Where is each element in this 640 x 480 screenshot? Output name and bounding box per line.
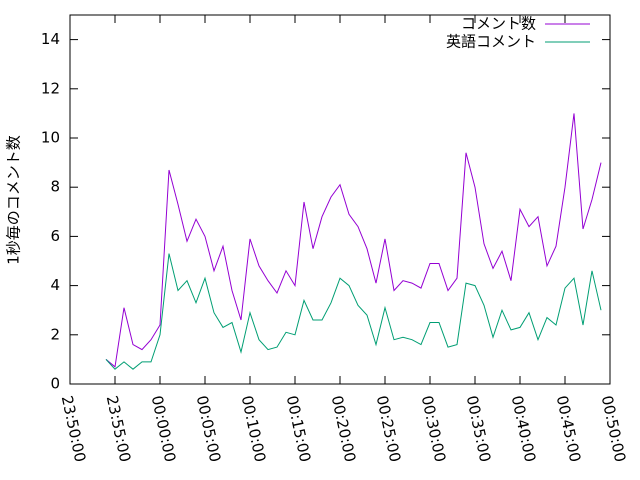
plot-border (69, 14, 611, 385)
legend-label: 英語コメント (446, 33, 536, 51)
x-tick-label: 00:05:00 (193, 394, 225, 464)
y-tick-label: 2 (50, 325, 60, 343)
y-tick-label: 6 (50, 227, 60, 245)
legend-label: コメント数 (461, 15, 536, 33)
x-tick-label: 00:45:00 (553, 394, 585, 464)
y-tick-label: 14 (41, 30, 60, 48)
y-tick-label: 4 (50, 276, 60, 294)
y-axis-label: 1秒毎のコメント数 (5, 135, 23, 265)
series-line (105, 253, 602, 370)
x-tick-label: 00:25:00 (373, 394, 405, 464)
x-tick-label: 00:15:00 (283, 394, 315, 464)
y-tick-label: 12 (41, 79, 60, 97)
series-line (105, 113, 602, 368)
y-tick-label: 10 (41, 129, 60, 147)
x-tick-label: 00:00:00 (148, 394, 180, 464)
y-tick-label: 8 (50, 178, 60, 196)
x-tick-label: 00:40:00 (508, 394, 540, 464)
x-tick-label: 23:55:00 (103, 394, 135, 464)
x-tick-label: 23:50:00 (58, 394, 90, 464)
x-tick-label: 00:20:00 (328, 394, 360, 464)
x-tick-label: 00:10:00 (238, 394, 270, 464)
x-tick-label: 00:50:00 (598, 394, 630, 464)
x-tick-label: 00:35:00 (463, 394, 495, 464)
y-tick-label: 0 (50, 375, 60, 393)
x-tick-label: 00:30:00 (418, 394, 450, 464)
